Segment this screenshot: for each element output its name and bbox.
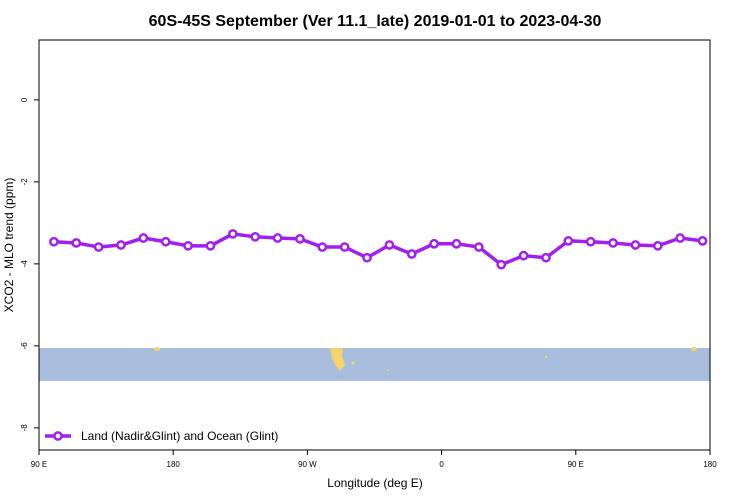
x-tick-label: 180	[167, 460, 181, 469]
map-strip	[39, 347, 710, 381]
x-tick-label: 90 W	[298, 460, 317, 469]
legend-marker	[53, 431, 63, 441]
data-point	[227, 229, 238, 239]
data-point	[138, 233, 149, 243]
data-point	[451, 238, 462, 249]
x-tick-label: 90 E	[568, 460, 584, 469]
data-point	[250, 231, 261, 242]
y-tick-label: -8	[20, 424, 29, 432]
data-point	[317, 242, 328, 252]
data-point	[183, 240, 193, 251]
data-point	[406, 249, 417, 259]
data-point	[675, 233, 686, 243]
data-point	[362, 252, 372, 263]
series-line	[53, 232, 703, 267]
data-point	[541, 252, 551, 263]
data-point	[585, 236, 596, 247]
x-axis-label: Longitude (deg E)	[327, 476, 422, 490]
x-tick-label: 90 E	[31, 460, 47, 469]
y-tick-label: -2	[20, 178, 29, 186]
data-point	[563, 236, 574, 246]
data-point	[652, 240, 663, 251]
y-tick-label: -4	[20, 260, 29, 268]
y-tick-label: 0	[20, 97, 29, 102]
legend-label: Land (Nadir&Glint) and Ocean (Glint)	[81, 429, 278, 443]
data-point	[116, 240, 126, 250]
chart-title: 60S-45S September (Ver 11.1_late) 2019-0…	[149, 13, 602, 30]
data-point	[608, 238, 618, 248]
data-point	[384, 240, 395, 250]
data-point	[71, 238, 82, 248]
data-point	[630, 240, 641, 250]
data-point	[474, 242, 484, 252]
data-point	[205, 240, 216, 251]
data-point	[339, 242, 350, 252]
data-point	[496, 259, 507, 270]
data-point	[429, 238, 439, 249]
x-tick-label: 0	[439, 460, 444, 469]
plot-frame	[38, 39, 711, 451]
y-tick-label: -6	[20, 342, 29, 350]
data-point	[160, 236, 171, 247]
data-point	[49, 236, 59, 247]
data-point	[697, 236, 708, 246]
data-point	[295, 234, 305, 244]
data-point	[272, 233, 283, 243]
data-point	[93, 242, 104, 252]
y-axis-label: XCO2 - MLO trend (ppm)	[2, 178, 16, 313]
data-point	[518, 250, 529, 261]
x-tick-label: 180	[703, 460, 717, 469]
